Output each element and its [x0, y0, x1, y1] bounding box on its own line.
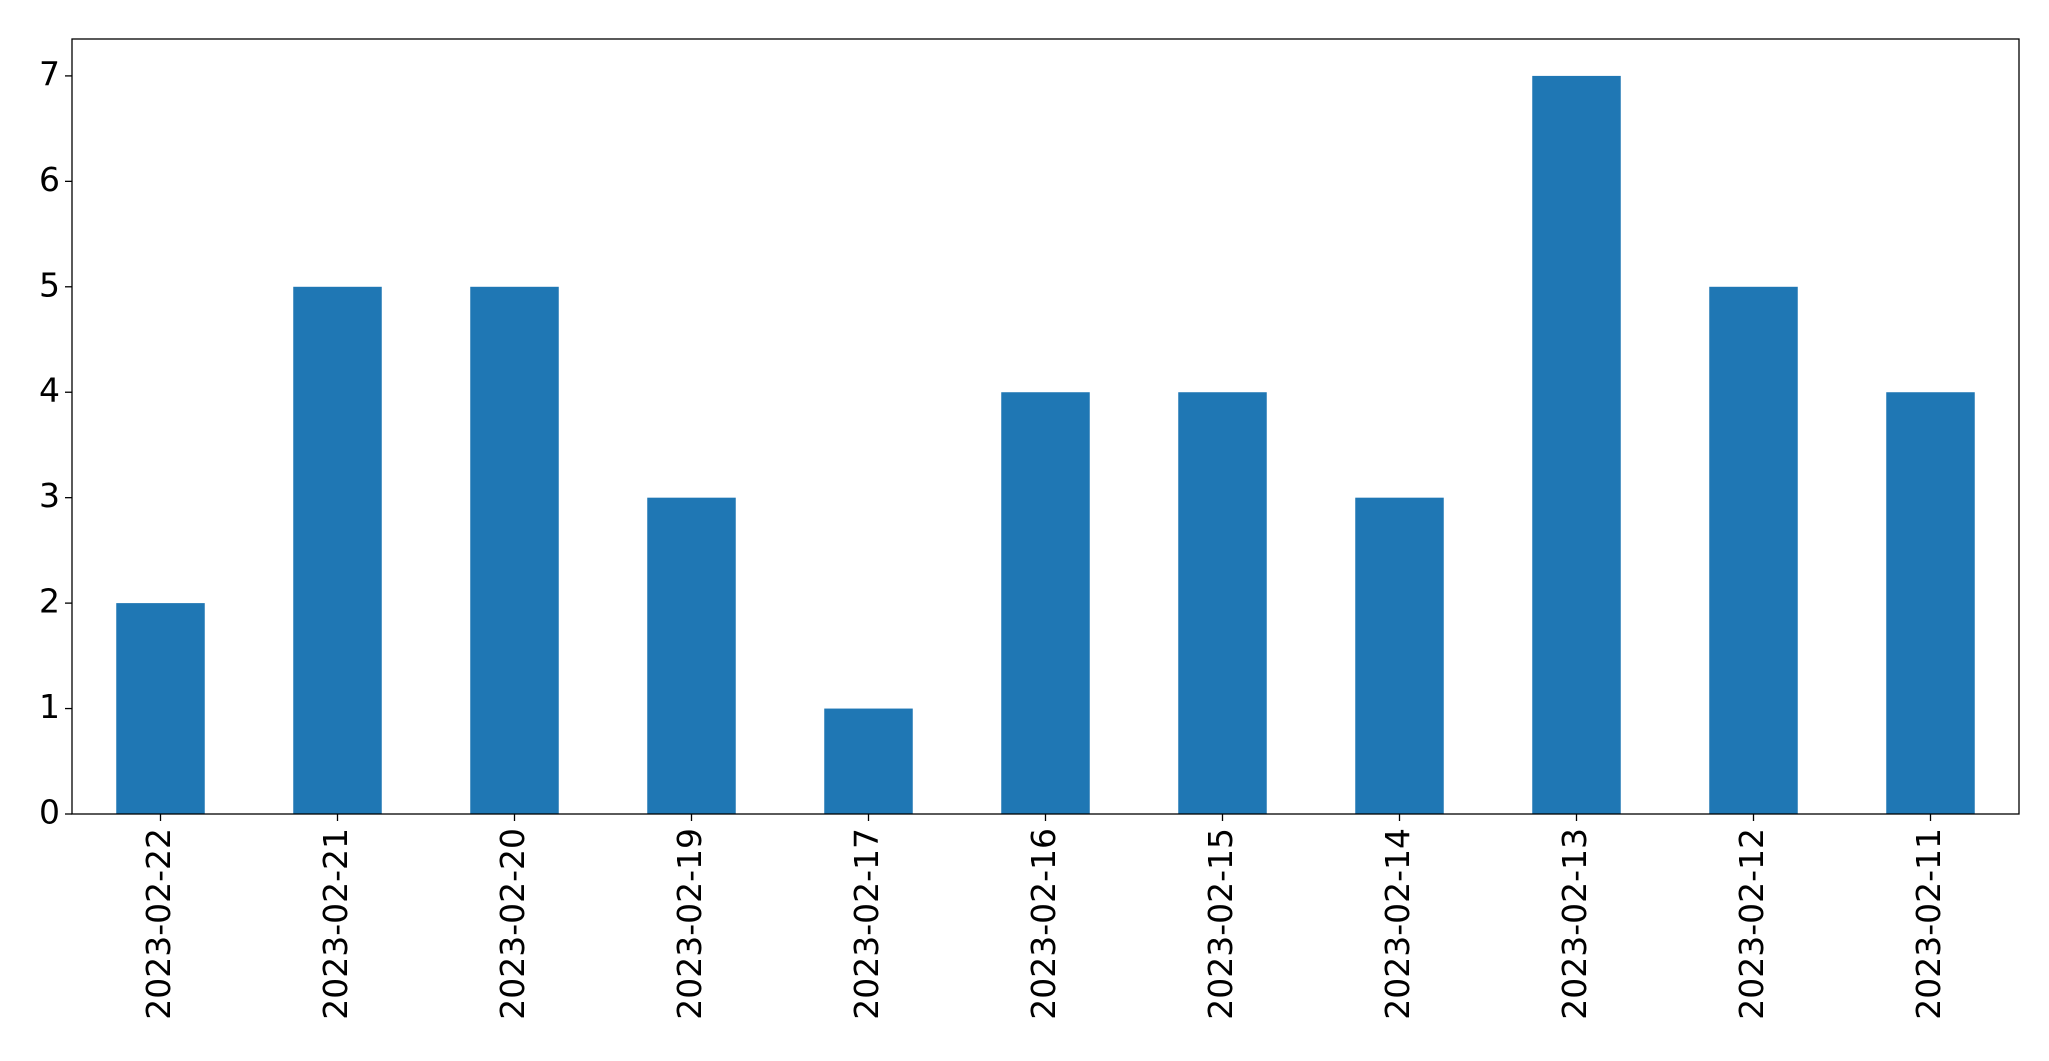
- bar: [647, 497, 736, 814]
- bar: [470, 286, 559, 814]
- x-tick-label: 2023-02-16: [1024, 828, 1063, 1020]
- x-tick-label: 2023-02-15: [1201, 828, 1240, 1020]
- x-tick-label: 2023-02-12: [1732, 828, 1771, 1020]
- bar: [1886, 392, 1975, 814]
- plot-frame: [71, 38, 2020, 815]
- y-tick-label: 0: [39, 793, 60, 832]
- y-tick-label: 2: [39, 582, 60, 621]
- bar: [1178, 392, 1267, 814]
- bar: [1709, 286, 1798, 814]
- y-tick-label: 6: [39, 160, 60, 199]
- bar: [1532, 75, 1621, 814]
- bar: [1001, 392, 1090, 814]
- y-tick-label: 4: [39, 371, 60, 410]
- bar: [824, 708, 913, 814]
- x-tick-label: 2023-02-14: [1378, 828, 1417, 1020]
- x-tick-label: 2023-02-13: [1555, 828, 1594, 1020]
- x-tick-label: 2023-02-22: [139, 828, 178, 1020]
- y-tick-label: 1: [39, 687, 60, 726]
- y-tick-label: 3: [39, 476, 60, 515]
- x-tick-label: 2023-02-17: [847, 828, 886, 1020]
- y-tick-label: 5: [39, 265, 60, 304]
- x-tick-label: 2023-02-20: [493, 828, 532, 1020]
- bar: [116, 603, 205, 814]
- bar: [1355, 497, 1444, 814]
- x-tick-label: 2023-02-21: [316, 828, 355, 1020]
- x-tick-label: 2023-02-19: [670, 828, 709, 1020]
- x-tick-label: 2023-02-11: [1909, 828, 1948, 1020]
- y-tick-label: 7: [39, 54, 60, 93]
- bar: [293, 286, 382, 814]
